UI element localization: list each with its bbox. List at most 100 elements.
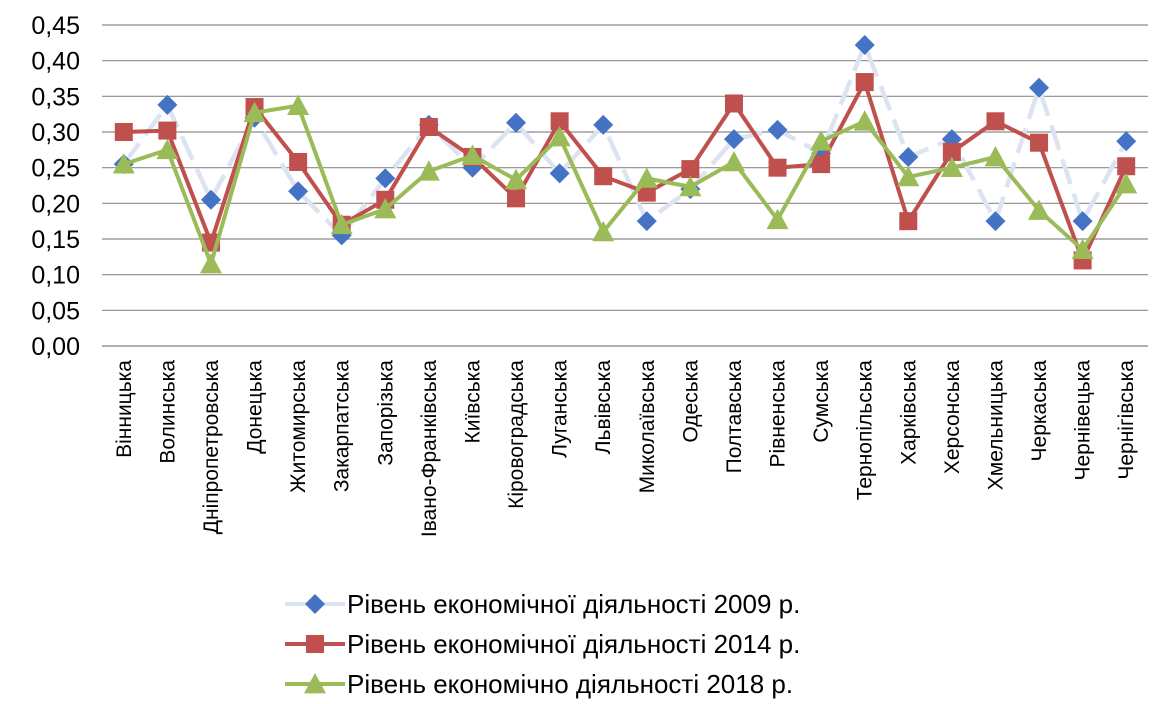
series-3: [112, 94, 1138, 274]
data-point: [635, 167, 658, 188]
data-point: [1071, 238, 1094, 260]
y-axis-tick-labels: 0,00 0,05 0,10 0,15 0,20 0,25 0,30 0,35 0,40 0,45: [31, 12, 80, 361]
legend-label: Рівень економічної діяльності 2009 р.: [347, 589, 800, 619]
data-point: [898, 146, 919, 167]
series-line: [123, 103, 1128, 266]
data-point: [767, 119, 788, 140]
data-point: [899, 212, 918, 231]
data-point: [897, 165, 920, 187]
data-point: [723, 129, 744, 150]
data-point: [288, 181, 309, 202]
data-point: [550, 112, 569, 131]
series-line: [121, 42, 1129, 238]
y-tick-label: 0,40: [31, 48, 80, 76]
data-point: [243, 101, 266, 123]
x-category-label: Херсонська: [941, 360, 964, 474]
data-point: [1116, 131, 1137, 152]
data-point: [548, 125, 571, 147]
y-tick-label: 0,20: [31, 190, 80, 218]
legend-marker: [304, 673, 326, 694]
x-category-label: Луганська: [549, 360, 572, 458]
data-point: [637, 183, 656, 202]
x-category-label: Запорізька: [374, 360, 397, 466]
data-point: [593, 114, 614, 135]
y-tick-label: 0,05: [31, 297, 80, 325]
x-category-label: Чернігівська: [1115, 360, 1138, 480]
x-category-label: Кіровоградська: [505, 360, 528, 509]
series-1: [113, 34, 1137, 246]
data-point: [289, 152, 308, 171]
data-point: [375, 168, 396, 189]
data-point: [419, 118, 438, 137]
data-point: [157, 94, 178, 115]
data-point: [1115, 173, 1138, 194]
x-category-label: Одеська: [679, 360, 702, 443]
data-point: [507, 189, 526, 208]
y-tick-label: 0,45: [31, 12, 80, 40]
data-point: [986, 112, 1005, 131]
data-point: [461, 144, 484, 165]
data-point: [156, 138, 179, 160]
data-point: [549, 163, 570, 184]
x-category-label: Полтавська: [723, 360, 746, 474]
data-point: [724, 94, 743, 113]
data-point: [1117, 157, 1136, 176]
x-category-label: Закарпатська: [331, 360, 354, 492]
x-axis-category-labels: Вінницька Волинська Дніпропетровська Донець…: [113, 360, 1138, 537]
data-point: [158, 121, 177, 140]
x-category-label: Сумська: [810, 360, 833, 443]
data-point: [199, 252, 222, 274]
legend-marker: [305, 594, 325, 614]
data-point: [330, 213, 353, 235]
data-point: [854, 34, 875, 55]
data-point: [287, 94, 310, 115]
data-point: [679, 175, 702, 197]
data-point: [1029, 77, 1050, 98]
data-point: [592, 220, 615, 242]
data-point: [681, 160, 700, 179]
x-category-label: Івано-Франківська: [418, 360, 441, 537]
data-point: [768, 158, 787, 177]
data-point: [114, 123, 133, 141]
legend: Рівень економічної діяльності 2009 р. Рів…: [285, 589, 800, 699]
data-point: [812, 155, 831, 174]
data-point: [766, 208, 789, 230]
legend-label: Рівень економічної діяльності 2014 р.: [347, 629, 800, 659]
legend-item: Рівень економічно діяльності 2018 р.: [285, 669, 793, 699]
data-point: [855, 73, 874, 92]
data-point: [984, 145, 1007, 167]
y-tick-label: 0,30: [31, 119, 80, 147]
data-point: [417, 160, 440, 181]
data-point: [985, 211, 1006, 232]
x-category-label: Черкаська: [1028, 360, 1051, 462]
y-tick-label: 0,10: [31, 262, 80, 290]
x-category-label: Чернівецька: [1072, 360, 1095, 481]
x-category-label: Донецька: [244, 360, 267, 454]
series-group: [112, 34, 1138, 274]
data-point: [942, 142, 961, 161]
x-category-label: Київська: [461, 360, 484, 444]
x-category-label: Волинська: [156, 360, 179, 464]
y-tick-label: 0,25: [31, 155, 80, 183]
y-tick-label: 0,00: [31, 333, 80, 361]
y-tick-label: 0,35: [31, 83, 80, 111]
data-point: [810, 130, 833, 151]
x-category-label: Житомирська: [287, 360, 310, 493]
x-category-label: Вінницька: [113, 360, 136, 458]
data-point: [853, 110, 876, 131]
legend-item: Рівень економічної діяльності 2009 р.: [285, 589, 800, 619]
data-point: [374, 198, 397, 219]
data-point: [1028, 199, 1051, 220]
x-category-label: Миколаївська: [636, 360, 659, 494]
legend-item: Рівень економічної діяльності 2014 р.: [285, 629, 800, 659]
x-category-label: Тернопільська: [854, 360, 877, 501]
data-point: [1030, 133, 1049, 152]
x-category-label: Рівненська: [767, 360, 790, 468]
data-point: [1072, 211, 1093, 232]
x-category-label: Дніпропетровська: [200, 360, 223, 535]
legend-label: Рівень економічно діяльності 2018 р.: [347, 669, 793, 699]
data-point: [506, 112, 527, 133]
x-category-label: Харківська: [897, 360, 920, 465]
x-category-label: Хмельницька: [984, 360, 1007, 491]
legend-marker: [306, 635, 324, 653]
